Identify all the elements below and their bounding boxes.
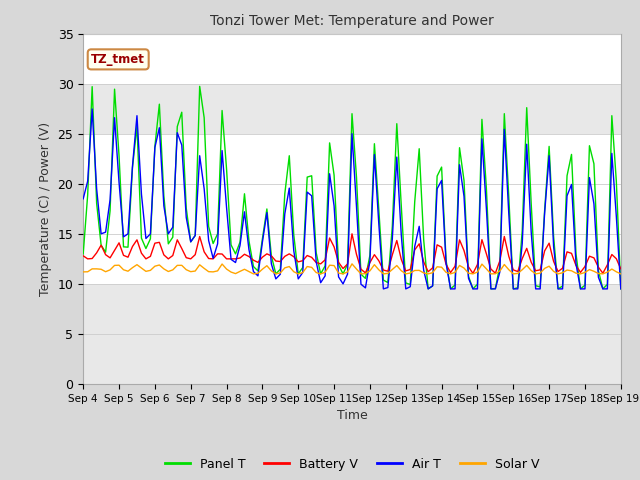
Y-axis label: Temperature (C) / Power (V): Temperature (C) / Power (V) (39, 122, 52, 296)
Title: Tonzi Tower Met: Temperature and Power: Tonzi Tower Met: Temperature and Power (210, 14, 494, 28)
X-axis label: Time: Time (337, 409, 367, 422)
Bar (83, 34, 621, 84)
Bar (83, 284, 621, 334)
Bar (83, 84, 621, 134)
Bar (83, 134, 621, 184)
Bar (83, 234, 621, 284)
Bar (83, 184, 621, 234)
Legend: Panel T, Battery V, Air T, Solar V: Panel T, Battery V, Air T, Solar V (160, 453, 544, 476)
Bar (83, 334, 621, 384)
Text: TZ_tmet: TZ_tmet (92, 53, 145, 66)
